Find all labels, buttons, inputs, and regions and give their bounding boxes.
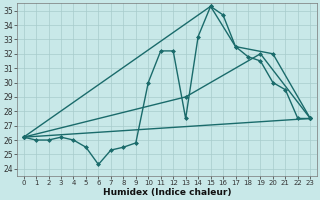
X-axis label: Humidex (Indice chaleur): Humidex (Indice chaleur) — [103, 188, 231, 197]
